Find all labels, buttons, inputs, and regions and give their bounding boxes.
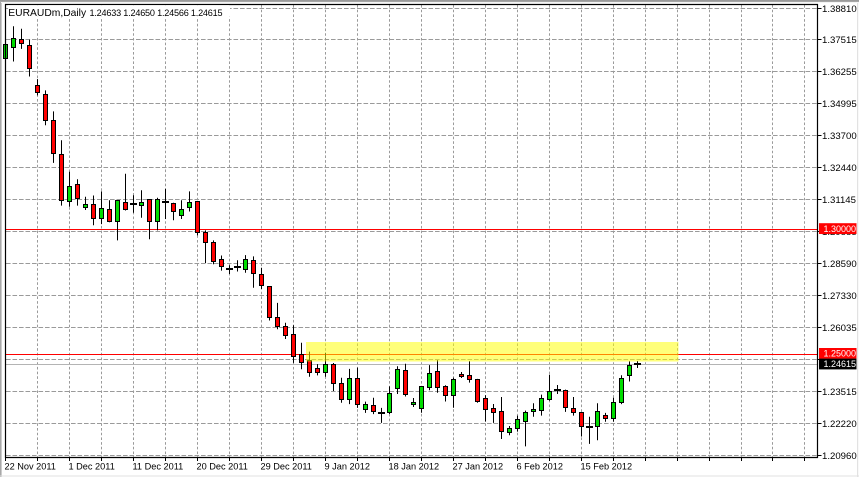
svg-text:15 Feb 2012: 15 Feb 2012	[581, 462, 633, 472]
svg-text:1.28590: 1.28590	[822, 259, 857, 270]
svg-text:1.36255: 1.36255	[822, 67, 857, 78]
svg-text:20 Dec 2011: 20 Dec 2011	[197, 462, 248, 472]
svg-text:1.23515: 1.23515	[822, 387, 857, 398]
svg-text:1.22220: 1.22220	[822, 419, 857, 430]
svg-text:1.24615: 1.24615	[824, 359, 857, 369]
svg-text:29 Dec 2011: 29 Dec 2011	[261, 462, 312, 472]
svg-text:1.34995: 1.34995	[822, 99, 857, 110]
svg-text:1.32440: 1.32440	[822, 163, 857, 174]
svg-text:1.31145: 1.31145	[822, 195, 856, 206]
svg-text:1 Dec 2011: 1 Dec 2011	[69, 462, 115, 472]
svg-text:1.25000: 1.25000	[824, 349, 857, 359]
svg-text:1.20960: 1.20960	[822, 451, 857, 462]
svg-text:1.33700: 1.33700	[822, 131, 857, 142]
svg-text:9 Jan 2012: 9 Jan 2012	[325, 462, 370, 472]
svg-text:6 Feb 2012: 6 Feb 2012	[517, 462, 564, 472]
svg-text:18 Jan 2012: 18 Jan 2012	[389, 462, 440, 472]
svg-text:1.38810: 1.38810	[822, 4, 857, 15]
svg-text:11 Dec 2011: 11 Dec 2011	[133, 462, 184, 472]
svg-text:1.26035: 1.26035	[822, 323, 857, 334]
svg-text:1.27330: 1.27330	[822, 291, 857, 302]
svg-text:27 Jan 2012: 27 Jan 2012	[453, 462, 504, 472]
svg-text:22 Nov 2011: 22 Nov 2011	[5, 462, 56, 472]
svg-text:1.30000: 1.30000	[824, 224, 857, 234]
svg-text:1.37515: 1.37515	[822, 35, 857, 46]
